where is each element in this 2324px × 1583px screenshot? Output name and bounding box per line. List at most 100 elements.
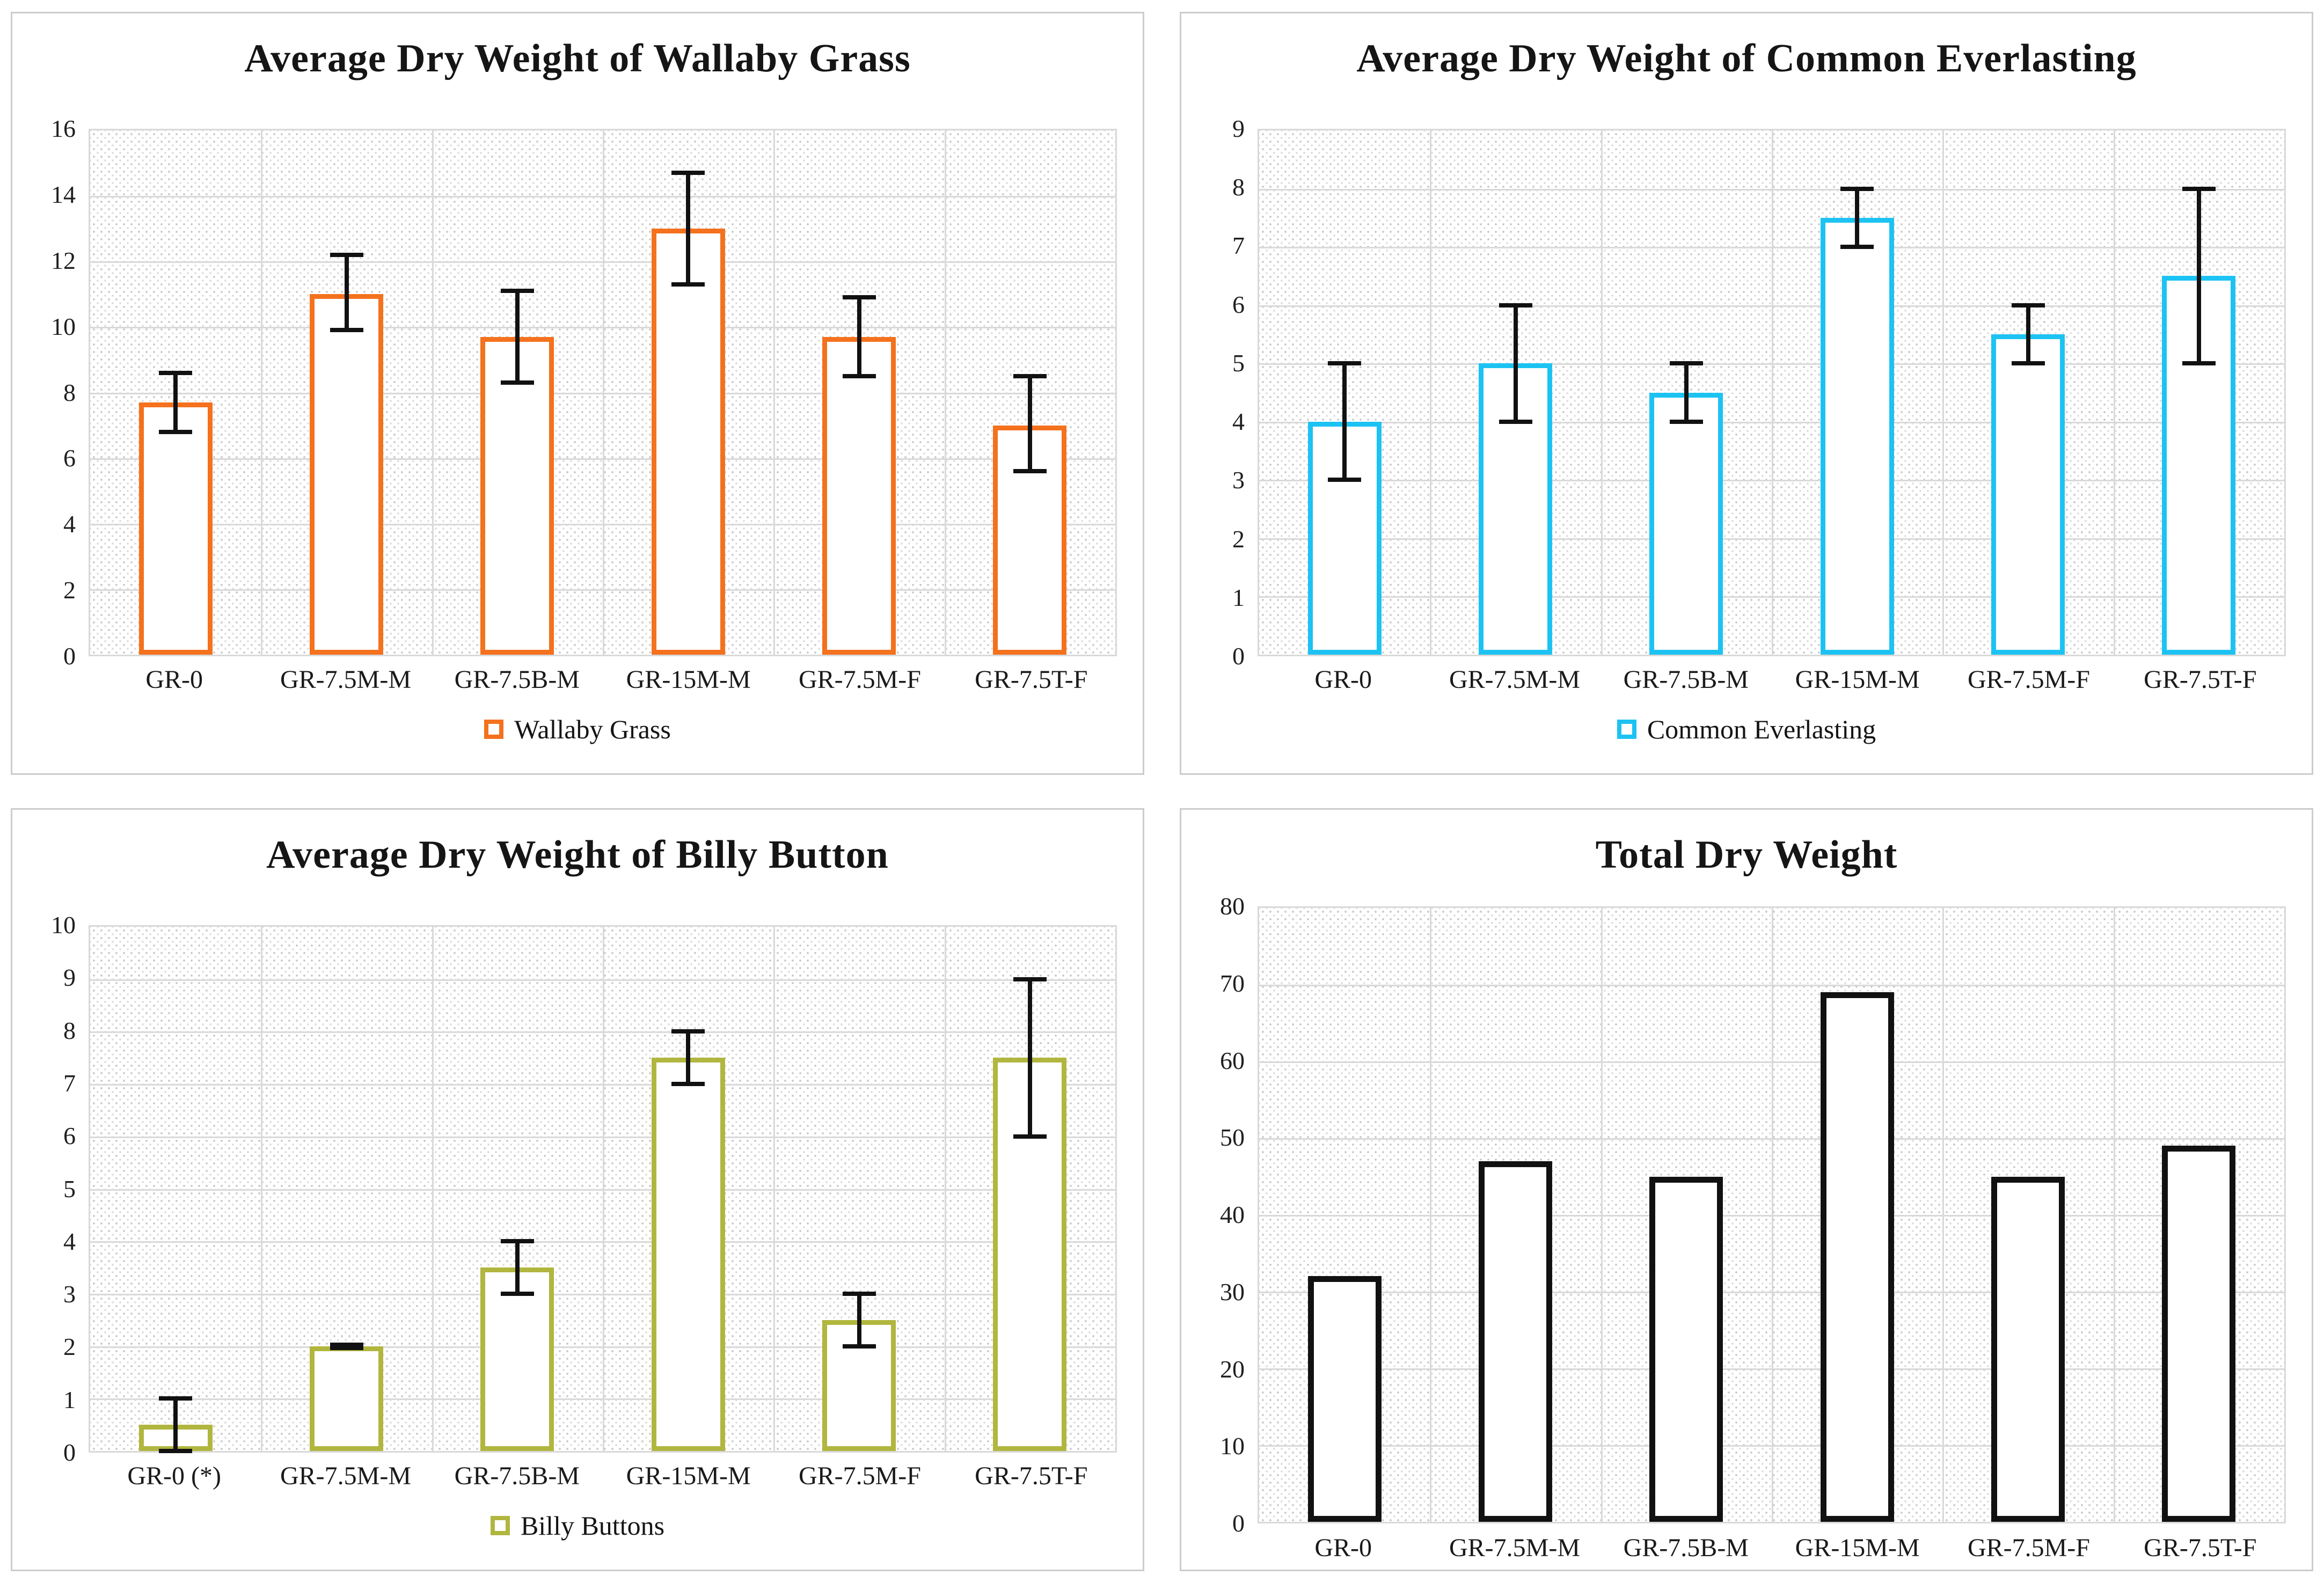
error-bar [515, 1241, 520, 1294]
error-bar [1027, 376, 1032, 472]
gridline-vertical [944, 130, 946, 655]
error-bar-cap-top [2011, 303, 2045, 307]
chart-panel-billy-button: Average Dry Weight of Billy Button 0 1 2 3 4… [11, 808, 1144, 1571]
gridline-vertical [1601, 908, 1603, 1522]
error-bar [173, 372, 178, 432]
error-bar [2196, 188, 2201, 364]
legend: Common Everlasting [1181, 714, 2312, 745]
bar [1991, 334, 2065, 655]
bar [822, 336, 896, 655]
error-bar-cap-top [671, 1029, 705, 1034]
bar [1820, 217, 1894, 655]
y-tick-label: 10 [51, 312, 76, 340]
bar [1649, 1176, 1723, 1522]
gridline-vertical [1942, 908, 1945, 1522]
y-tick-label: 50 [1220, 1124, 1245, 1152]
x-tick-label: GR-0 [1314, 665, 1372, 694]
legend-label: Wallaby Grass [514, 714, 671, 744]
error-bar-cap-bottom [159, 429, 193, 434]
error-bar-cap-top [842, 295, 876, 300]
y-tick-label: 5 [1232, 349, 1245, 377]
x-axis-labels: GR-0 (*) GR-7.5M-M GR-7.5B-M GR-15M-M GR-7.5… [89, 1462, 1117, 1491]
error-bar-cap-top [1840, 186, 1874, 191]
y-tick-label: 2 [63, 576, 76, 604]
error-bar-cap-bottom [1669, 419, 1703, 424]
bar [1649, 392, 1723, 655]
x-tick-label: GR-7.5M-F [798, 665, 921, 694]
y-tick-label: 6 [63, 1122, 76, 1150]
legend-label: Billy Buttons [520, 1511, 665, 1541]
x-tick-label: GR-15M-M [1795, 665, 1920, 694]
error-bar-cap-bottom [330, 1345, 363, 1350]
error-bar-cap-bottom [1013, 1134, 1047, 1139]
gridline-vertical [1772, 908, 1773, 1522]
gridline-vertical [261, 130, 263, 655]
plot-area [1258, 129, 2286, 656]
y-tick-label: 12 [51, 246, 76, 274]
y-tick-label: 20 [1220, 1355, 1245, 1383]
error-bar-cap-bottom [842, 373, 876, 378]
error-bar [1513, 305, 1518, 422]
chart-title: Average Dry Weight of Wallaby Grass [244, 36, 911, 80]
y-axis-labels: 0 1 2 3 4 5 6 7 8 9 [1186, 116, 1245, 669]
bar [138, 402, 213, 655]
error-bar-cap-bottom [2011, 361, 2045, 366]
error-bar-cap-bottom [500, 380, 534, 385]
y-tick-label: 6 [1232, 290, 1245, 318]
error-bar [1342, 363, 1347, 480]
gridline-vertical [432, 130, 434, 655]
error-bar [173, 1398, 178, 1451]
y-tick-label: 8 [63, 378, 76, 406]
legend-swatch [1617, 720, 1636, 739]
error-bar-cap-bottom [671, 282, 705, 287]
x-tick-label: GR-7.5B-M [1623, 665, 1749, 694]
error-bar-cap-top [500, 1239, 534, 1244]
error-bar-cap-bottom [671, 1082, 705, 1087]
error-bar-cap-top [842, 1291, 876, 1296]
error-bar-cap-top [1499, 303, 1532, 307]
x-tick-label: GR-7.5M-M [280, 665, 411, 694]
error-bar-cap-bottom [330, 328, 363, 333]
error-bar-cap-top [159, 370, 193, 375]
bar [1991, 1176, 2065, 1522]
bar [651, 1058, 725, 1451]
y-tick-label: 60 [1220, 1046, 1245, 1074]
y-tick-label: 8 [1232, 173, 1245, 201]
chart-panel-wallaby-grass: Average Dry Weight of Wallaby Grass 0 2 4 6… [11, 12, 1144, 775]
gridline-vertical [1430, 130, 1432, 655]
bar [651, 229, 725, 655]
y-tick-label: 0 [1232, 642, 1245, 670]
error-bar-cap-bottom [1328, 478, 1362, 482]
y-tick-label: 4 [63, 1227, 76, 1255]
y-tick-label: 6 [63, 444, 76, 472]
x-tick-label: GR-7.5T-F [975, 665, 1088, 694]
gridline-vertical [2113, 130, 2115, 655]
error-bar-cap-bottom [500, 1291, 534, 1296]
x-tick-label: GR-0 [1314, 1534, 1372, 1562]
legend-label: Common Everlasting [1647, 714, 1876, 744]
chart-panel-total-dry-weight: Total Dry Weight 0 10 20 30 40 50 60 70 80 GR-0 G… [1180, 808, 2313, 1571]
error-bar-cap-top [330, 1342, 363, 1347]
legend: Billy Buttons [12, 1510, 1143, 1541]
error-bar-cap-top [2182, 186, 2216, 191]
y-tick-label: 1 [63, 1386, 76, 1413]
gridline-vertical [944, 927, 946, 1451]
x-tick-label: GR-0 [145, 665, 203, 694]
gridline-vertical [1772, 130, 1773, 655]
y-tick-label: 3 [63, 1280, 76, 1308]
error-bar [1684, 363, 1689, 422]
gridline-vertical [773, 927, 776, 1451]
chart-title: Total Dry Weight [1595, 833, 1898, 877]
y-tick-label: 16 [51, 115, 76, 142]
bar [1479, 1161, 1552, 1522]
y-tick-label: 2 [1232, 525, 1245, 553]
y-tick-label: 8 [63, 1016, 76, 1044]
x-tick-label: GR-7.5B-M [454, 665, 580, 694]
error-bar [686, 173, 691, 284]
error-bar-cap-bottom [1013, 469, 1047, 474]
legend-swatch [490, 1516, 510, 1535]
gridline-vertical [1942, 130, 1945, 655]
error-bar [1855, 188, 1860, 247]
plot-area [1258, 906, 2286, 1523]
y-tick-label: 40 [1220, 1201, 1245, 1228]
